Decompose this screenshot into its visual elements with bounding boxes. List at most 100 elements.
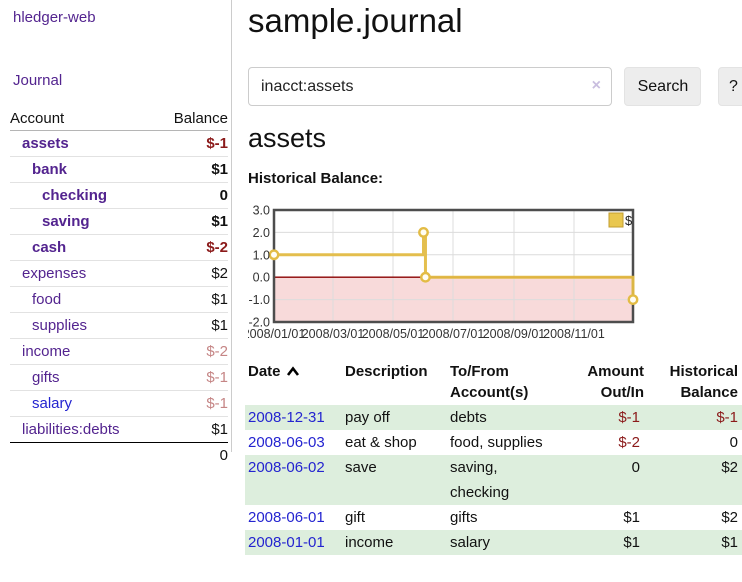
svg-text:2008/05/01: 2008/05/01: [362, 327, 425, 341]
account-link[interactable]: saving: [42, 213, 90, 230]
account-row: salary $-1: [10, 391, 228, 417]
svg-text:2008/07/01: 2008/07/01: [422, 327, 485, 341]
svg-text:2008/01/01: 2008/01/01: [248, 327, 305, 341]
svg-text:1.0: 1.0: [253, 248, 270, 262]
transaction-accounts: saving, checking: [450, 459, 510, 501]
transaction-row: 2008-12-31 pay off debts $-1 $-1: [245, 405, 742, 430]
search-form: × Search ?: [248, 67, 742, 106]
account-row: assets $-1: [10, 131, 228, 157]
account-rows: assets $-1 bank $1 checking 0 saving $1 cash $-2 e…: [10, 131, 228, 442]
account-link[interactable]: bank: [32, 161, 68, 178]
transaction-amount: $1: [623, 509, 640, 526]
account-balance: $-2: [206, 343, 228, 360]
transaction-amount: $-2: [618, 434, 640, 451]
transaction-amount: $1: [623, 534, 640, 551]
account-balance: $-2: [206, 239, 228, 256]
account-link[interactable]: cash: [32, 239, 67, 256]
account-heading: assets: [248, 123, 327, 153]
svg-text:3.0: 3.0: [253, 204, 270, 218]
accounts-total-value: 0: [219, 447, 228, 464]
transaction-accounts: gifts: [450, 509, 478, 526]
help-button[interactable]: ?: [717, 67, 742, 106]
accounts-total-row: 0: [10, 442, 228, 468]
transaction-row: 2008-06-03 eat & shop food, supplies $-2 0: [245, 430, 742, 455]
transaction-description: pay off: [345, 409, 390, 426]
main-content: sample.journal × Search ? assets Histori…: [243, 0, 742, 582]
clear-search-icon[interactable]: ×: [591, 77, 601, 94]
transaction-accounts: salary: [450, 534, 491, 551]
account-link[interactable]: checking: [42, 187, 108, 204]
sort-asc-icon: [286, 366, 299, 376]
transaction-date-link[interactable]: 2008-06-01: [248, 509, 325, 526]
transaction-balance: 0: [729, 434, 738, 451]
transaction-date-link[interactable]: 2008-06-03: [248, 434, 325, 451]
register-column-header: To/From Account(s): [450, 363, 529, 401]
transaction-row: 2008-01-01 income salary $1 $1: [245, 530, 742, 555]
svg-text:2.0: 2.0: [253, 226, 270, 240]
transaction-description: income: [345, 534, 394, 551]
account-link[interactable]: income: [22, 343, 71, 360]
account-link[interactable]: assets: [22, 135, 69, 152]
chart-svg: $3.0 2.0 1.0 0.0 -1.0 -2.02008/01/012008/03/0…: [243, 204, 639, 341]
account-balance: $1: [211, 213, 228, 230]
historical-balance-chart: $3.0 2.0 1.0 0.0 -1.0 -2.0 2008/01/01 2008/03/0…: [243, 200, 658, 346]
svg-text:2008/03/01: 2008/03/01: [302, 327, 365, 341]
account-row: income $-2: [10, 339, 228, 365]
transaction-amount: 0: [631, 459, 640, 476]
search-button[interactable]: Search: [624, 67, 702, 106]
transaction-date-link[interactable]: 2008-12-31: [248, 409, 325, 426]
transaction-date-link[interactable]: 2008-01-01: [248, 534, 325, 551]
transaction-row: 2008-06-02 save saving, checking 0 $2: [245, 455, 742, 505]
register-column-header: Historical Balance: [669, 363, 738, 401]
search-input[interactable]: [248, 67, 612, 106]
balance-column-header: Balance: [173, 109, 228, 127]
transaction-description: gift: [345, 509, 366, 526]
account-balance: 0: [219, 187, 228, 204]
transaction-balance: $2: [721, 509, 738, 526]
account-balance: $-1: [206, 395, 228, 412]
account-row: expenses $2: [10, 261, 228, 287]
account-balance: $1: [211, 161, 228, 178]
register-column-header: Description: [345, 363, 428, 380]
account-link[interactable]: gifts: [32, 369, 60, 386]
svg-text:-1.0: -1.0: [248, 293, 270, 307]
transaction-description: eat & shop: [345, 434, 417, 451]
account-row: gifts $-1: [10, 365, 228, 391]
account-link[interactable]: liabilities:debts: [22, 421, 120, 438]
transaction-description: save: [345, 459, 377, 476]
account-row: liabilities:debts $1: [10, 417, 228, 442]
transaction-balance: $2: [721, 459, 738, 476]
account-balance: $1: [211, 421, 228, 438]
account-balance: $-1: [206, 369, 228, 386]
sidebar-item-journal[interactable]: Journal: [13, 72, 63, 89]
transaction-row: 2008-06-01 gift gifts $1 $2: [245, 505, 742, 530]
register-column-header[interactable]: Date: [245, 361, 345, 405]
account-row: supplies $1: [10, 313, 228, 339]
register-table: Date Description To/From Account(s) Amount Ou…: [245, 361, 742, 555]
svg-text:2008/09/01: 2008/09/01: [483, 327, 546, 341]
account-balance: $-1: [206, 135, 228, 152]
account-row: checking 0: [10, 183, 228, 209]
chart-legend: $: [608, 212, 633, 228]
svg-text:$: $: [625, 213, 633, 228]
account-link[interactable]: salary: [32, 395, 73, 412]
svg-text:2008/11/01: 2008/11/01: [543, 327, 605, 341]
account-link[interactable]: supplies: [32, 317, 88, 334]
account-row: cash $-2: [10, 235, 228, 261]
svg-text:0.0: 0.0: [253, 271, 270, 285]
chart-label: Historical Balance:: [248, 170, 384, 187]
account-link[interactable]: food: [32, 291, 62, 308]
account-link[interactable]: expenses: [22, 265, 87, 282]
transaction-balance: $-1: [716, 409, 738, 426]
account-column-header: Account: [10, 109, 65, 127]
account-row: bank $1: [10, 157, 228, 183]
brand-link[interactable]: hledger-web: [13, 9, 96, 26]
accounts-table-header: Account Balance: [10, 106, 228, 131]
transaction-date-link[interactable]: 2008-06-02: [248, 459, 325, 476]
account-balance: $2: [211, 265, 228, 282]
register-column-header: Amount Out/In: [587, 363, 644, 401]
account-balance: $1: [211, 291, 228, 308]
svg-text:-2.0: -2.0: [248, 316, 270, 330]
sidebar: hledger-web Journal Account Balance asse…: [0, 0, 232, 464]
account-row: food $1: [10, 287, 228, 313]
